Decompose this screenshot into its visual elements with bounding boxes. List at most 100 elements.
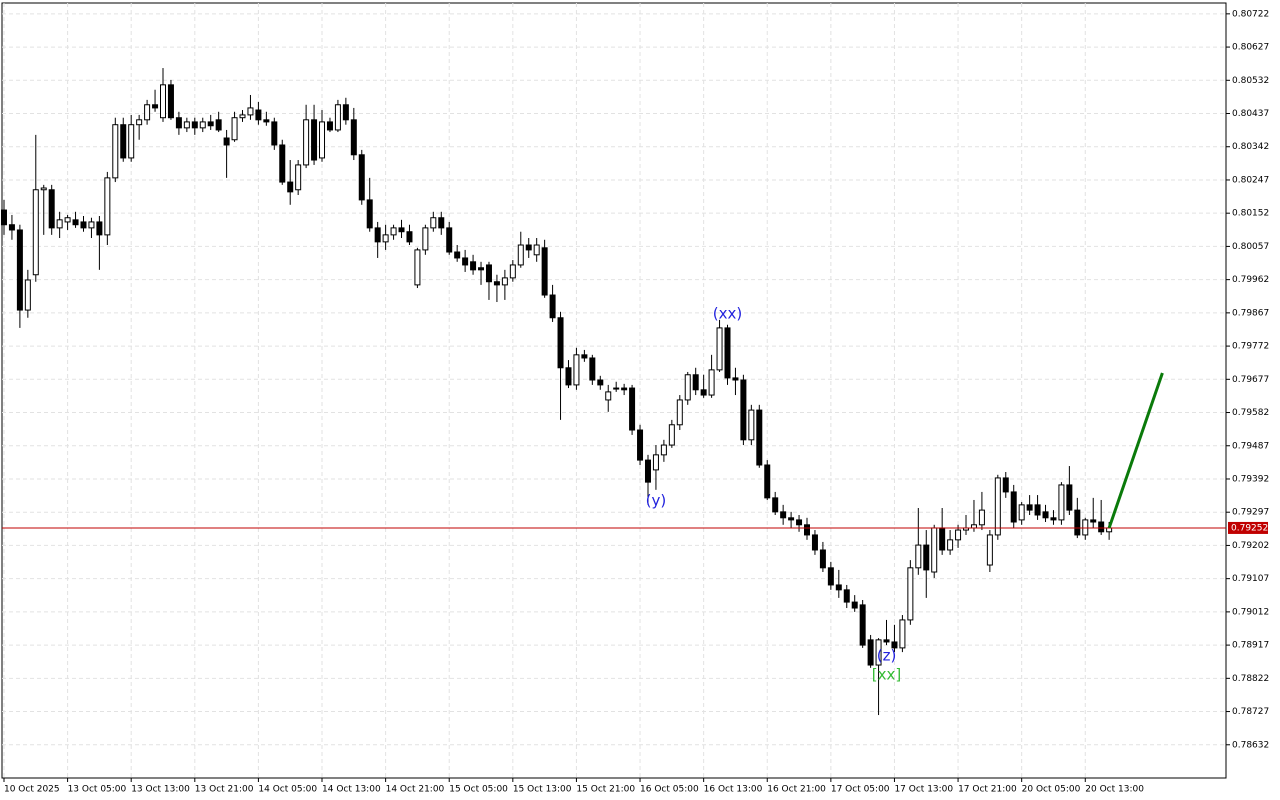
- candle-body: [835, 584, 842, 591]
- candle-body: [462, 257, 469, 266]
- candle-body: [16, 229, 23, 311]
- candle-body: [485, 264, 492, 283]
- candle-body: [303, 119, 310, 166]
- candle-body: [112, 124, 119, 179]
- candle-body: [700, 389, 707, 396]
- candle-body: [1026, 504, 1033, 511]
- candle-body: [215, 119, 222, 131]
- candle-body: [295, 164, 302, 191]
- candle-body: [947, 539, 954, 551]
- candle-body: [716, 327, 723, 371]
- candle-body: [581, 354, 588, 359]
- candle-body: [454, 251, 461, 259]
- y-tick-label: 0.80627: [1232, 43, 1269, 53]
- candle-body: [263, 119, 270, 123]
- candle-body: [923, 544, 930, 571]
- candle-body: [899, 619, 906, 649]
- candle-body: [207, 121, 214, 127]
- candle-body: [1106, 527, 1113, 533]
- candle-body: [804, 524, 811, 536]
- wave-label: (y): [646, 491, 667, 509]
- candle-body: [708, 369, 715, 396]
- candle-body: [644, 459, 651, 483]
- y-tick-label: 0.78632: [1232, 740, 1269, 750]
- candle-body: [1010, 491, 1017, 523]
- candle-body: [1042, 511, 1049, 519]
- candle-body: [398, 227, 405, 233]
- candle-body: [652, 454, 659, 471]
- x-tick-label: 15 Oct 13:00: [513, 785, 572, 795]
- x-tick-label: 14 Oct 13:00: [322, 785, 381, 795]
- x-tick-label: 13 Oct 21:00: [195, 785, 254, 795]
- candle-body: [231, 117, 238, 141]
- candle-body: [509, 264, 516, 279]
- y-tick-label: 0.79392: [1232, 474, 1269, 484]
- candle-body: [589, 357, 596, 381]
- x-tick-label: 14 Oct 21:00: [386, 785, 445, 795]
- candle-body: [366, 199, 373, 229]
- candle-body: [104, 177, 111, 236]
- candle-body: [120, 124, 127, 159]
- candle-body: [796, 519, 803, 526]
- candle-body: [621, 387, 628, 391]
- candle-body: [875, 639, 882, 666]
- candle-body: [430, 217, 437, 229]
- candle-body: [350, 119, 357, 156]
- candle-body: [525, 244, 532, 251]
- candle-body: [819, 549, 826, 569]
- candle-body: [811, 534, 818, 551]
- y-tick-label: 0.79487: [1232, 441, 1269, 451]
- candle-body: [80, 221, 87, 229]
- x-tick-label: 13 Oct 05:00: [68, 785, 127, 795]
- y-tick-label: 0.80152: [1232, 209, 1269, 219]
- candle-body: [756, 409, 763, 466]
- candle-body: [978, 509, 985, 526]
- candle-body: [613, 387, 620, 390]
- candle-body: [24, 279, 31, 311]
- candle-body: [1050, 517, 1057, 521]
- candle-body: [0, 209, 7, 226]
- candle-body: [493, 281, 500, 286]
- plot-area: [1, 2, 1227, 779]
- candle-body: [1058, 484, 1065, 521]
- y-tick-label: 0.80057: [1232, 242, 1269, 252]
- candle-body: [692, 374, 699, 391]
- candle-body: [342, 104, 349, 121]
- candle-body: [438, 217, 445, 229]
- candle-body: [32, 189, 39, 276]
- candle-body: [358, 154, 365, 201]
- y-tick-label: 0.79962: [1232, 275, 1269, 285]
- candle-body: [986, 534, 993, 566]
- candle-body: [1090, 519, 1097, 523]
- candle-body: [1018, 504, 1025, 521]
- candle-body: [446, 227, 453, 253]
- y-tick-label: 0.79867: [1232, 308, 1269, 318]
- y-tick-label: 0.80722: [1232, 9, 1269, 19]
- y-tick-label: 0.79297: [1232, 508, 1269, 518]
- candle-body: [64, 217, 71, 223]
- candle-body: [684, 374, 691, 401]
- candle-body: [931, 527, 938, 573]
- candle-body: [167, 84, 174, 119]
- x-tick-label: 17 Oct 21:00: [958, 785, 1017, 795]
- y-tick-label: 0.79202: [1232, 541, 1269, 551]
- candle-body: [541, 247, 548, 296]
- candle-body: [199, 121, 206, 129]
- candle-body: [1098, 521, 1105, 533]
- candle-body: [629, 387, 636, 431]
- candle-body: [772, 497, 779, 513]
- candle-body: [660, 444, 667, 456]
- last-price-label: 0.79252: [1231, 523, 1268, 533]
- candle-body: [573, 354, 580, 386]
- candle-body: [144, 104, 151, 121]
- y-tick-label: 0.80247: [1232, 175, 1269, 185]
- y-tick-label: 0.80342: [1232, 142, 1269, 152]
- wave-label: (z): [877, 647, 897, 665]
- x-tick-label: 16 Oct 13:00: [704, 785, 763, 795]
- candle-body: [1082, 519, 1089, 536]
- candle-body: [740, 379, 747, 441]
- projection-line: [1107, 372, 1164, 529]
- candle-body: [859, 604, 866, 646]
- candle-body: [191, 121, 198, 129]
- candle-body: [676, 399, 683, 426]
